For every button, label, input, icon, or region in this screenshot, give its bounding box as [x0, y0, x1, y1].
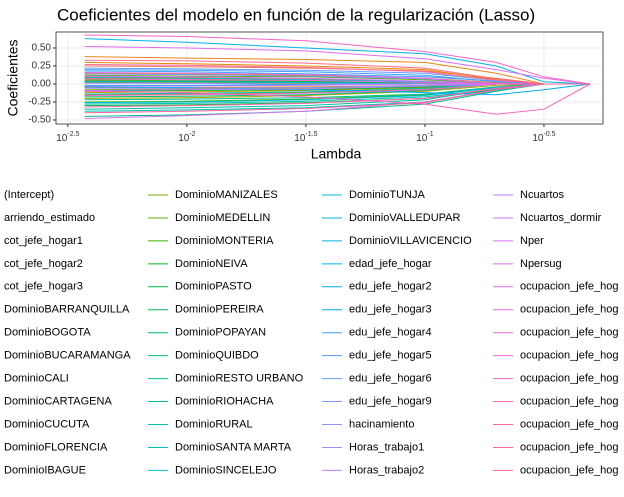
legend-label: edu_jefe_hogar6	[349, 373, 432, 385]
legend-label: DominioVALLEDUPAR	[349, 212, 461, 224]
legend-label: edad_jefe_hogar	[349, 258, 432, 270]
chart-title: Coeficientes del modelo en función de la…	[57, 5, 535, 24]
legend-label: DominioCUCUTA	[4, 418, 90, 430]
tick-exponent: -0.5	[543, 131, 555, 138]
coef-line	[84, 83, 591, 115]
legend-label: edu_jefe_hogar2	[349, 281, 432, 293]
y-tick-label: 0.50	[32, 43, 52, 54]
legend-label: Npersug	[520, 258, 562, 270]
tick-exponent: -2	[189, 131, 195, 138]
tick-exponent: -1	[427, 131, 433, 138]
legend-label: Ncuartos_dormir	[520, 212, 602, 224]
legend-label: ocupacion_jefe_hog	[520, 327, 618, 339]
legend-label: ocupacion_jefe_hog	[520, 441, 618, 453]
legend-label: Horas_trabajo2	[349, 464, 424, 476]
legend-label: DominioBUCARAMANGA	[4, 350, 131, 362]
legend-label: DominioPASTO	[175, 281, 252, 293]
legend-label: DominioQUIBDO	[175, 350, 259, 362]
legend-label: edu_jefe_hogar3	[349, 304, 432, 316]
legend-label: Horas_trabajo1	[349, 441, 424, 453]
legend-label: ocupacion_jefe_hog	[520, 418, 618, 430]
y-tick-label: -0.50	[28, 115, 51, 126]
coef-line	[84, 34, 591, 85]
y-tick-label: -0.25	[28, 97, 51, 108]
legend-label: DominioCALI	[4, 373, 69, 385]
legend-label: DominioMANIZALES	[175, 189, 278, 201]
legend-label: DominioMEDELLIN	[175, 212, 270, 224]
legend-label: cot_jefe_hogar1	[4, 235, 83, 247]
tick-base: 10	[416, 133, 428, 144]
x-tick-label: 10-1	[416, 131, 433, 144]
tick-base: 10	[56, 133, 68, 144]
legend-label: (Intercept)	[4, 189, 54, 201]
coef-line	[84, 38, 591, 85]
tick-base: 10	[294, 133, 306, 144]
legend-label: DominioCARTAGENA	[4, 395, 112, 407]
tick-exponent: -2.5	[67, 131, 79, 138]
legend-label: arriendo_estimado	[4, 212, 95, 224]
legend-label: DominioRIOHACHA	[175, 395, 274, 407]
x-tick-label: 10-2	[178, 131, 195, 144]
legend-label: ocupacion_jefe_hog	[520, 464, 618, 476]
legend-label: DominioPOPAYAN	[175, 327, 266, 339]
legend-label: DominioRURAL	[175, 418, 253, 430]
plot-border	[55, 31, 604, 125]
tick-exponent: -1.5	[305, 131, 317, 138]
legend-label: DominioMONTERIA	[175, 235, 274, 247]
legend-label: ocupacion_jefe_hog	[520, 373, 618, 385]
legend-label: DominioSANTA MARTA	[175, 441, 292, 453]
legend-label: hacinamiento	[349, 418, 414, 430]
legend-label: edu_jefe_hogar4	[349, 327, 432, 339]
coef-line	[84, 83, 591, 96]
legend-label: edu_jefe_hogar5	[349, 350, 432, 362]
legend-label: DominioNEIVA	[175, 258, 248, 270]
legend-label: cot_jefe_hogar3	[4, 281, 83, 293]
legend-label: DominioTUNJA	[349, 189, 425, 201]
legend-label: DominioFLORENCIA	[4, 441, 108, 453]
y-tick-label: 0.25	[32, 61, 52, 72]
legend-label: ocupacion_jefe_hog	[520, 304, 618, 316]
legend-label: edu_jefe_hogar9	[349, 395, 432, 407]
legend-label: cot_jefe_hogar2	[4, 258, 83, 270]
x-tick-label: 10-0.5	[532, 131, 555, 144]
y-tick-label: 0.00	[32, 79, 52, 90]
legend-label: DominioIBAGUE	[4, 464, 86, 476]
legend-label: ocupacion_jefe_hog	[520, 350, 618, 362]
coef-line	[84, 46, 591, 85]
legend-label: ocupacion_jefe_hog	[520, 281, 618, 293]
y-axis-label: Coeficientes	[5, 39, 21, 116]
legend-label: DominioSINCELEJO	[175, 464, 277, 476]
x-tick-label: 10-2.5	[56, 131, 79, 144]
legend-label: ocupacion_jefe_hog	[520, 395, 618, 407]
x-tick-label: 10-1.5	[294, 131, 317, 144]
legend-label: DominioRESTO URBANO	[175, 373, 304, 385]
tick-base: 10	[532, 133, 544, 144]
legend-label: Nper	[520, 235, 544, 247]
tick-base: 10	[178, 133, 190, 144]
coef-line	[84, 59, 591, 85]
legend-label: DominioPEREIRA	[175, 304, 264, 316]
legend-label: DominioBARRANQUILLA	[4, 304, 130, 316]
legend-label: Ncuartos	[520, 189, 565, 201]
x-axis-label: Lambda	[311, 146, 362, 162]
legend-label: DominioVILLAVICENCIO	[349, 235, 472, 247]
legend-label: DominioBOGOTA	[4, 327, 91, 339]
